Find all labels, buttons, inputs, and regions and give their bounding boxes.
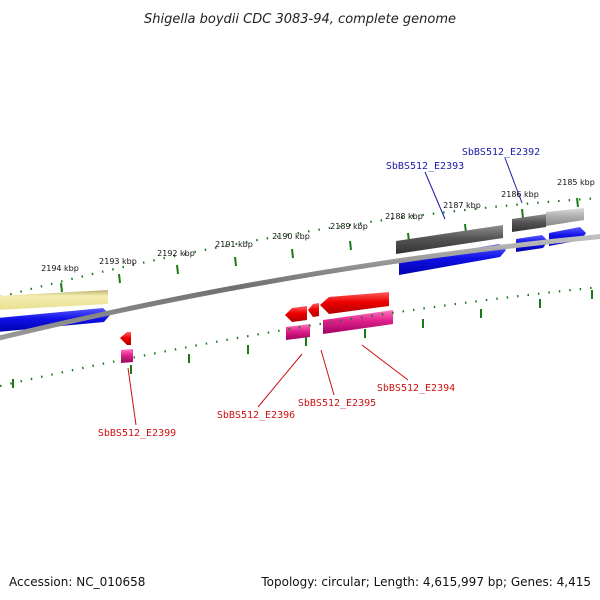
tick-label: 2194 kbp — [41, 264, 79, 273]
tick-label: 2190 kbp — [272, 232, 310, 241]
gene-label-e2392[interactable]: SbBS512_E2392 — [462, 147, 540, 158]
gene-pink[interactable] — [286, 324, 310, 340]
gene-khaki[interactable] — [0, 290, 108, 310]
gene-pink[interactable] — [323, 310, 393, 334]
gene-label-e2399[interactable]: SbBS512_E2399 — [98, 428, 176, 439]
gene-label-e2393[interactable]: SbBS512_E2393 — [386, 161, 464, 172]
tick-label: 2191 kbp — [215, 240, 253, 249]
map-title: Shigella boydii CDC 3083-94, complete ge… — [144, 12, 456, 27]
gene-pink[interactable] — [121, 349, 133, 363]
tick-label: 2189 kbp — [330, 222, 368, 231]
tick-label: 2187 kbp — [443, 201, 481, 210]
outer-tick-track — [0, 196, 600, 299]
gene-e2392[interactable] — [512, 214, 546, 232]
tick-label: 2192 kbp — [157, 249, 195, 258]
gene-label-e2395[interactable]: SbBS512_E2395 — [298, 398, 376, 409]
gene-light-gray[interactable] — [546, 208, 584, 226]
tick-label: 2186 kbp — [501, 190, 539, 199]
gene-label-e2394[interactable]: SbBS512_E2394 — [377, 383, 455, 394]
gene-e2395[interactable] — [308, 303, 319, 317]
tick-label: 2188 kbp — [385, 212, 423, 221]
red-gene-track — [120, 292, 393, 363]
genome-backbone — [0, 233, 600, 341]
tick-labels: 2194 kbp 2193 kbp 2192 kbp 2191 kbp 2190… — [41, 178, 595, 273]
tick-label: 2185 kbp — [557, 178, 595, 187]
gene-e2394[interactable] — [320, 292, 389, 314]
inner-tick-track — [0, 285, 600, 388]
accession-text: Accession: NC_010658 — [9, 575, 145, 589]
gene-e2393[interactable] — [396, 225, 503, 254]
gene-e2399[interactable] — [120, 332, 131, 345]
callout-lines — [127, 157, 523, 426]
genome-summary-text: Topology: circular; Length: 4,615,997 bp… — [260, 575, 591, 589]
gene-blue[interactable] — [0, 308, 110, 332]
upper-gene-track — [0, 208, 584, 310]
tick-label: 2193 kbp — [99, 257, 137, 266]
gene-label-e2396[interactable]: SbBS512_E2396 — [217, 410, 295, 421]
gene-e2396[interactable] — [285, 306, 307, 322]
